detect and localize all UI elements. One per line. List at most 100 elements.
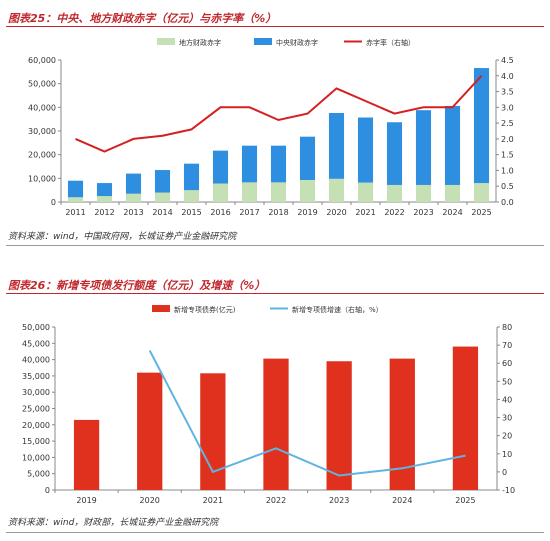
legend-label: 中央财政赤字: [276, 38, 318, 47]
bar: [473, 68, 490, 184]
bar: [452, 346, 479, 490]
bar: [328, 113, 345, 179]
figure-25-title: 图表25：中央、地方财政赤字（亿元）与赤字率（%）: [8, 12, 277, 25]
left-tick-label: 35,000: [22, 372, 50, 381]
right-tick-label: 0.5: [501, 182, 514, 191]
bar: [299, 136, 316, 180]
left-tick-label: 30,000: [28, 127, 56, 136]
x-tick-label: 2021: [203, 496, 223, 505]
bar: [96, 196, 113, 202]
x-tick-label: 2021: [355, 208, 375, 217]
right-tick-label: 70: [502, 341, 512, 350]
left-tick-label: 25,000: [22, 405, 50, 414]
right-tick-label: 60: [502, 359, 512, 368]
x-tick-label: 2023: [329, 496, 349, 505]
left-tick-label: 50,000: [28, 80, 56, 89]
bar: [357, 182, 374, 202]
bottom-rule: [6, 245, 544, 246]
bar: [444, 105, 461, 185]
bar: [67, 180, 84, 198]
right-tick-label: 10: [502, 450, 512, 459]
figure-25-source: 资料来源：wind，中国政府网，长城证券产业金融研究院: [8, 232, 237, 242]
bottom-rule: [6, 532, 544, 533]
right-tick-label: -10: [502, 486, 515, 495]
bar: [263, 358, 289, 490]
deficit-chart: 0 10,000 20,000 30,000 40,000 50,000 60,000 0.0…: [28, 38, 514, 217]
left-tick-label: 20,000: [28, 151, 56, 160]
left-tick-label: 60,000: [28, 56, 56, 65]
x-tick-label: 2023: [413, 208, 433, 217]
x-tick-label: 2020: [326, 208, 346, 217]
right-tick-label: 2.5: [501, 119, 514, 128]
left-tick-label: 40,000: [28, 103, 56, 112]
bar: [415, 110, 432, 185]
x-tick-label: 2011: [65, 208, 85, 217]
x-tick-label: 2022: [384, 208, 404, 217]
left-tick-label: 0: [45, 486, 50, 495]
x-tick-label: 2024: [392, 496, 412, 505]
figure-26-title: 图表26：新增专项债发行额度（亿元）及增速（%）: [8, 279, 266, 292]
legend-label: 地方财政赤字: [179, 38, 221, 47]
x-tick-label: 2022: [266, 496, 286, 505]
bar: [183, 190, 200, 202]
x-tick-label: 2015: [181, 208, 201, 217]
bar: [473, 183, 490, 202]
right-tick-label: 3.0: [501, 103, 514, 112]
x-tick-label: 2014: [152, 208, 172, 217]
right-tick-label: 0: [502, 468, 507, 477]
bar: [270, 182, 287, 202]
bar: [212, 183, 229, 202]
x-tick-label: 2018: [268, 208, 288, 217]
bar: [357, 117, 374, 183]
bar: [386, 184, 403, 202]
left-tick-label: 10,000: [22, 453, 50, 462]
bar: [270, 145, 287, 183]
bar: [444, 184, 461, 202]
x-tick-label: 2019: [297, 208, 317, 217]
series-line: [148, 350, 466, 477]
right-tick-label: 1.5: [501, 151, 514, 160]
x-tick-label: 2019: [76, 496, 96, 505]
bar: [67, 197, 84, 202]
x-tick-label: 2025: [455, 496, 475, 505]
legend-swatch: [157, 38, 175, 45]
title-rule: [6, 26, 544, 27]
bar: [299, 179, 316, 202]
bar: [73, 419, 100, 490]
legend-swatch: [254, 38, 272, 45]
left-tick-label: 5,000: [27, 470, 50, 479]
series-line: [75, 75, 483, 153]
right-tick-label: 20: [502, 432, 512, 441]
legend-swatch: [152, 305, 170, 312]
bar: [125, 193, 142, 202]
left-tick-label: 10,000: [28, 174, 56, 183]
bar: [96, 183, 113, 197]
legend-label: 新增专项债增速（右轴，%）: [292, 305, 383, 314]
bar: [241, 145, 258, 183]
left-tick-label: 45,000: [22, 339, 50, 348]
left-tick-label: 0: [51, 198, 56, 207]
bar: [415, 184, 432, 202]
left-tick-label: 50,000: [22, 323, 50, 332]
x-tick-label: 2013: [123, 208, 143, 217]
legend-label: 新增专项债券(亿元): [174, 305, 236, 314]
bar: [125, 173, 142, 194]
bar: [241, 182, 258, 202]
right-tick-label: 1.0: [501, 166, 514, 175]
legend-label: 赤字率（右轴）: [366, 38, 415, 47]
left-tick-label: 30,000: [22, 388, 50, 397]
bar: [154, 170, 171, 193]
bar: [326, 361, 352, 490]
bar: [154, 192, 171, 202]
x-tick-label: 2020: [140, 496, 160, 505]
bar: [212, 150, 229, 184]
right-tick-label: 80: [502, 323, 512, 332]
x-tick-label: 2012: [94, 208, 114, 217]
left-tick-label: 15,000: [22, 437, 50, 446]
right-tick-label: 4.0: [501, 72, 514, 81]
right-tick-label: 3.5: [501, 88, 514, 97]
title-rule: [6, 293, 544, 294]
left-tick-label: 40,000: [22, 356, 50, 365]
right-tick-label: 50: [502, 377, 512, 386]
right-tick-label: 0.0: [501, 198, 514, 207]
